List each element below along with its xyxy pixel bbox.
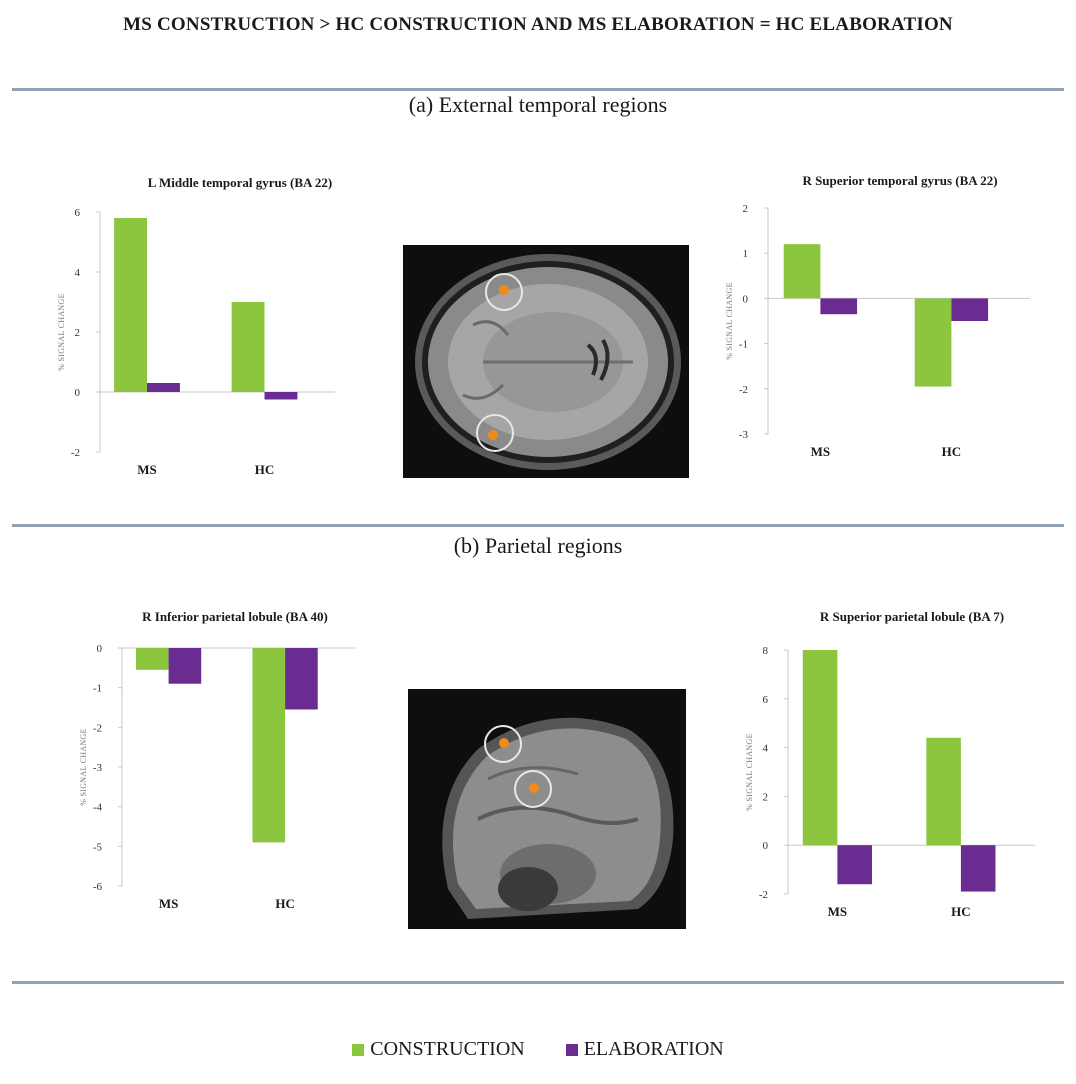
- y-axis-label: % SIGNAL CHANGE: [79, 728, 88, 806]
- legend-label-elaboration: ELABORATION: [583, 1038, 724, 1060]
- x-category-label: MS: [137, 462, 157, 477]
- bar-elaboration-hc: [264, 392, 298, 400]
- bar-construction-hc: [252, 648, 286, 843]
- bar-construction-hc: [926, 737, 961, 846]
- legend-swatch-construction: [352, 1043, 365, 1056]
- y-axis-label: % SIGNAL CHANGE: [57, 293, 66, 371]
- y-tick-label: -2: [71, 447, 80, 459]
- y-tick-label: 4: [763, 743, 769, 755]
- y-axis-label: % SIGNAL CHANGE: [725, 282, 734, 360]
- divider-middle: [12, 524, 1064, 527]
- divider-bottom: [12, 981, 1064, 984]
- x-category-label: MS: [811, 444, 831, 459]
- legend-item-construction: CONSTRUCTION: [352, 1038, 525, 1061]
- y-tick-label: 0: [75, 387, 81, 399]
- y-tick-label: 6: [763, 694, 769, 706]
- bar-elaboration-ms: [837, 845, 872, 885]
- bar-construction-ms: [135, 648, 169, 670]
- y-tick-label: 4: [75, 267, 81, 279]
- y-tick-label: 2: [743, 203, 749, 215]
- y-tick-label: 2: [75, 327, 81, 339]
- bar-elaboration-hc: [960, 845, 996, 892]
- x-category-label: MS: [828, 904, 848, 919]
- y-tick-label: -2: [759, 889, 768, 901]
- bar-elaboration-hc: [951, 298, 989, 321]
- y-tick-label: 6: [75, 207, 81, 219]
- y-tick-label: -3: [93, 762, 103, 774]
- legend-item-elaboration: ELABORATION: [565, 1038, 724, 1061]
- bar-elaboration-ms: [147, 383, 180, 392]
- bar-construction-ms: [802, 650, 838, 846]
- y-tick-label: -3: [739, 429, 749, 441]
- bar-construction-ms: [114, 218, 147, 392]
- bar-elaboration-ms: [168, 648, 202, 684]
- section-title-a: (a) External temporal regions: [408, 92, 668, 117]
- y-tick-label: -5: [93, 841, 103, 853]
- y-tick-label: -4: [93, 802, 103, 814]
- legend-swatch-elaboration: [565, 1043, 578, 1056]
- y-tick-label: -1: [739, 339, 748, 351]
- y-tick-label: 2: [763, 791, 769, 803]
- chart-title: L Middle temporal gyrus (BA 22): [148, 175, 333, 190]
- bar-construction-hc: [231, 302, 265, 392]
- y-tick-label: -2: [739, 384, 748, 396]
- bar-elaboration-ms: [820, 298, 858, 315]
- x-category-label: HC: [275, 896, 295, 911]
- x-category-label: HC: [942, 444, 962, 459]
- y-tick-label: -2: [93, 722, 102, 734]
- bar-construction-ms: [783, 244, 821, 299]
- y-tick-label: 0: [97, 643, 103, 655]
- y-tick-label: 0: [743, 293, 749, 305]
- figure-title: MS CONSTRUCTION > HC CONSTRUCTION AND MS…: [123, 14, 953, 35]
- y-tick-label: -1: [93, 683, 102, 695]
- x-category-label: MS: [159, 896, 179, 911]
- y-tick-label: -6: [93, 881, 103, 893]
- y-tick-label: 1: [743, 248, 749, 260]
- brain-axial-image: [403, 245, 689, 478]
- x-category-label: HC: [951, 904, 971, 919]
- y-axis-label: % SIGNAL CHANGE: [745, 733, 754, 811]
- section-title-b: (b) Parietal regions: [453, 533, 623, 558]
- bar-construction-hc: [914, 298, 952, 387]
- y-tick-label: 8: [763, 645, 769, 657]
- brain-sagittal-image: [408, 689, 686, 929]
- y-tick-label: 0: [763, 840, 769, 852]
- bar-elaboration-hc: [285, 648, 318, 710]
- legend: CONSTRUCTION ELABORATION: [0, 1038, 1076, 1062]
- chart-title: R Superior parietal lobule (BA 7): [820, 609, 1004, 624]
- chart-title: R Inferior parietal lobule (BA 40): [142, 609, 328, 624]
- divider-top: [12, 88, 1064, 91]
- x-category-label: HC: [255, 462, 275, 477]
- chart-title: R Superior temporal gyrus (BA 22): [802, 173, 997, 188]
- legend-label-construction: CONSTRUCTION: [370, 1038, 525, 1060]
